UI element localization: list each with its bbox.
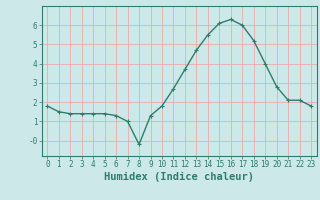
X-axis label: Humidex (Indice chaleur): Humidex (Indice chaleur) [104,172,254,182]
